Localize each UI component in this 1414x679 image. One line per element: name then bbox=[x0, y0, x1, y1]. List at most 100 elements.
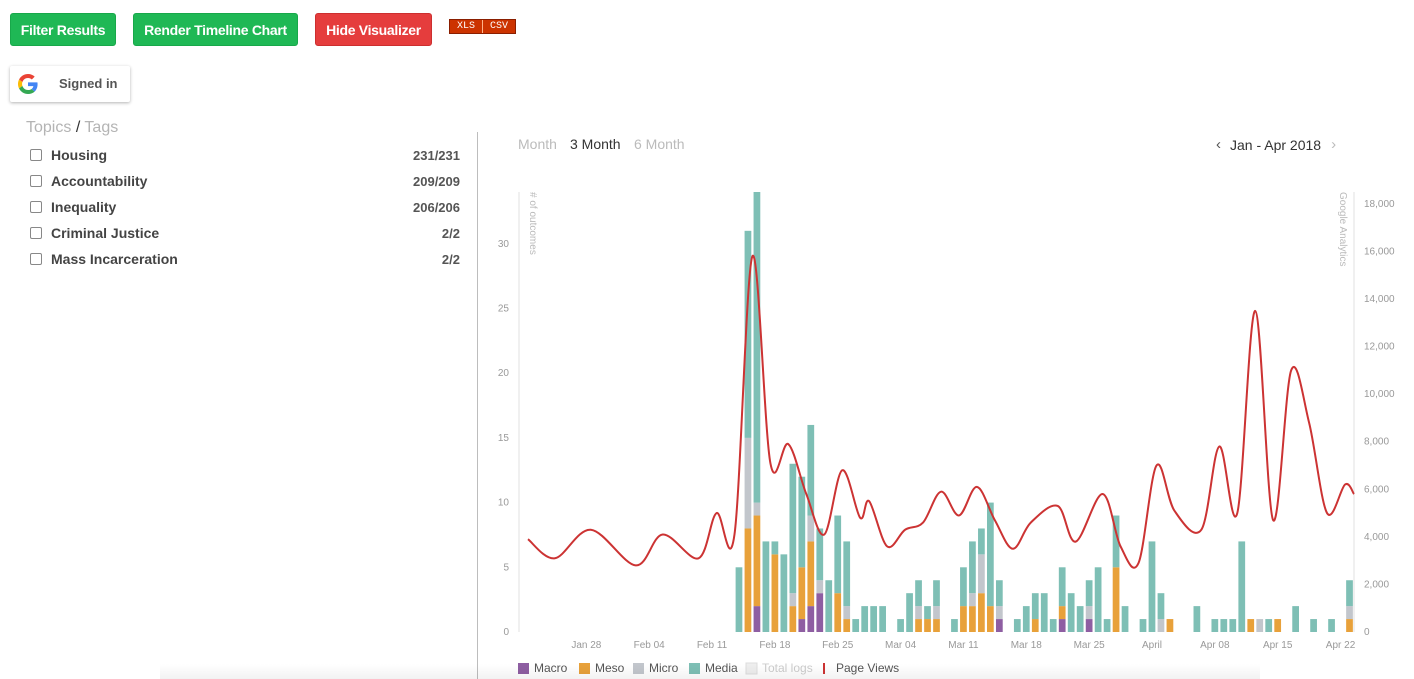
topic-row-accountability[interactable]: Accountability 209/209 bbox=[30, 171, 460, 191]
bar-segment-media[interactable] bbox=[897, 619, 904, 632]
bar-segment-media[interactable] bbox=[744, 230, 752, 438]
bar-segment-meso[interactable] bbox=[978, 593, 985, 632]
bar-segment-macro[interactable] bbox=[816, 593, 824, 632]
bar-segment-media[interactable] bbox=[834, 515, 842, 594]
bar-segment-meso[interactable] bbox=[1346, 619, 1353, 632]
bar-segment-media[interactable] bbox=[1193, 606, 1201, 632]
bar-segment-media[interactable] bbox=[1112, 515, 1120, 568]
bar-segment-media[interactable] bbox=[924, 606, 931, 620]
bar-segment-media[interactable] bbox=[1085, 580, 1093, 607]
bar-segment-media[interactable] bbox=[771, 541, 779, 555]
bar-segment-micro[interactable] bbox=[789, 593, 797, 607]
bar-segment-media[interactable] bbox=[1103, 619, 1111, 632]
bar-segment-meso[interactable] bbox=[753, 515, 761, 607]
topic-row-mass-incarceration[interactable]: Mass Incarceration 2/2 bbox=[30, 249, 460, 269]
bar-segment-meso[interactable] bbox=[933, 619, 940, 632]
topic-row-housing[interactable]: Housing 231/231 bbox=[30, 145, 460, 165]
bar-segment-macro[interactable] bbox=[1058, 619, 1066, 632]
bar-segment-micro[interactable] bbox=[1256, 619, 1264, 632]
topic-checkbox[interactable] bbox=[30, 227, 42, 239]
render-timeline-chart-button[interactable]: Render Timeline Chart bbox=[133, 13, 298, 46]
legend-label[interactable]: Page Views bbox=[836, 661, 899, 675]
bar-segment-media[interactable] bbox=[915, 580, 922, 607]
bar-segment-media[interactable] bbox=[906, 593, 913, 632]
bar-segment-meso[interactable] bbox=[798, 567, 806, 620]
bar-segment-macro[interactable] bbox=[807, 606, 815, 632]
bar-segment-media[interactable] bbox=[762, 541, 770, 632]
legend-label[interactable]: Total logs bbox=[762, 661, 813, 675]
bar-segment-media[interactable] bbox=[1013, 619, 1021, 632]
bar-segment-media[interactable] bbox=[870, 606, 878, 632]
bar-segment-media[interactable] bbox=[1031, 593, 1039, 620]
bar-segment-media[interactable] bbox=[861, 606, 869, 632]
bar-segment-macro[interactable] bbox=[753, 606, 761, 632]
bar-segment-meso[interactable] bbox=[789, 606, 797, 632]
bar-segment-micro[interactable] bbox=[1346, 606, 1353, 620]
bar-segment-media[interactable] bbox=[807, 424, 815, 516]
bar-segment-meso[interactable] bbox=[744, 528, 752, 632]
bar-segment-meso[interactable] bbox=[1274, 619, 1282, 632]
google-signin-button[interactable]: Signed in bbox=[10, 66, 130, 102]
topic-checkbox[interactable] bbox=[30, 253, 42, 265]
bar-segment-macro[interactable] bbox=[798, 619, 806, 632]
bar-segment-media[interactable] bbox=[960, 567, 967, 607]
bar-segment-micro[interactable] bbox=[969, 593, 976, 607]
bar-segment-media[interactable] bbox=[1265, 619, 1273, 632]
bar-segment-micro[interactable] bbox=[915, 606, 922, 620]
filter-results-button[interactable]: Filter Results bbox=[10, 13, 116, 46]
bar-segment-media[interactable] bbox=[1121, 606, 1129, 632]
bar-segment-meso[interactable] bbox=[1247, 619, 1255, 632]
topic-checkbox[interactable] bbox=[30, 201, 42, 213]
bar-segment-micro[interactable] bbox=[995, 606, 1003, 620]
bar-segment-meso[interactable] bbox=[987, 606, 994, 632]
bar-segment-media[interactable] bbox=[1148, 541, 1156, 632]
legend-label[interactable]: Meso bbox=[595, 661, 625, 675]
bar-segment-micro[interactable] bbox=[744, 437, 752, 529]
period-6-month-tab[interactable]: 6 Month bbox=[634, 136, 685, 152]
topic-checkbox[interactable] bbox=[30, 175, 42, 187]
bar-segment-media[interactable] bbox=[1139, 619, 1147, 632]
bar-segment-macro[interactable] bbox=[1085, 619, 1093, 632]
bar-segment-media[interactable] bbox=[1292, 606, 1299, 632]
bar-segment-media[interactable] bbox=[1067, 593, 1075, 632]
tags-tab[interactable]: Tags bbox=[84, 119, 119, 136]
legend-label[interactable]: Macro bbox=[534, 661, 568, 675]
bar-segment-micro[interactable] bbox=[816, 580, 824, 594]
bar-segment-media[interactable] bbox=[978, 528, 985, 555]
chevron-right-icon[interactable]: › bbox=[1331, 136, 1337, 153]
bar-segment-media[interactable] bbox=[753, 192, 761, 503]
bar-segment-media[interactable] bbox=[1094, 567, 1102, 632]
export-csv-button[interactable]: CSV bbox=[482, 20, 516, 33]
topic-row-inequality[interactable]: Inequality 206/206 bbox=[30, 197, 460, 217]
bar-segment-meso[interactable] bbox=[1031, 619, 1039, 632]
topics-tab[interactable]: Topics bbox=[26, 119, 72, 136]
bar-segment-media[interactable] bbox=[1328, 619, 1335, 632]
bar-segment-media[interactable] bbox=[933, 580, 940, 607]
bar-segment-media[interactable] bbox=[1238, 541, 1246, 632]
bar-segment-media[interactable] bbox=[1040, 593, 1048, 632]
bar-segment-media[interactable] bbox=[951, 619, 958, 632]
bar-segment-micro[interactable] bbox=[933, 606, 940, 620]
bar-segment-meso[interactable] bbox=[960, 606, 967, 632]
bar-segment-media[interactable] bbox=[825, 580, 833, 632]
bar-segment-media[interactable] bbox=[879, 606, 886, 632]
bar-segment-meso[interactable] bbox=[1058, 606, 1066, 620]
export-xls-button[interactable]: XLS bbox=[450, 20, 483, 33]
bar-segment-media[interactable] bbox=[969, 541, 976, 594]
bar-segment-micro[interactable] bbox=[807, 515, 815, 542]
topic-row-criminal-justice[interactable]: Criminal Justice 2/2 bbox=[30, 223, 460, 243]
bar-segment-meso[interactable] bbox=[1112, 567, 1120, 632]
bar-segment-media[interactable] bbox=[843, 541, 851, 607]
bar-segment-media[interactable] bbox=[1058, 567, 1066, 607]
bar-segment-meso[interactable] bbox=[969, 606, 976, 632]
bar-segment-micro[interactable] bbox=[1157, 619, 1165, 632]
bar-segment-media[interactable] bbox=[816, 528, 824, 581]
bar-segment-macro[interactable] bbox=[995, 619, 1003, 632]
bar-segment-media[interactable] bbox=[1229, 619, 1237, 632]
bar-segment-meso[interactable] bbox=[843, 619, 851, 632]
bar-segment-micro[interactable] bbox=[843, 606, 851, 620]
bar-segment-meso[interactable] bbox=[915, 619, 922, 632]
bar-segment-meso[interactable] bbox=[807, 541, 815, 607]
bar-segment-media[interactable] bbox=[1220, 619, 1228, 632]
bar-segment-media[interactable] bbox=[1049, 619, 1057, 632]
